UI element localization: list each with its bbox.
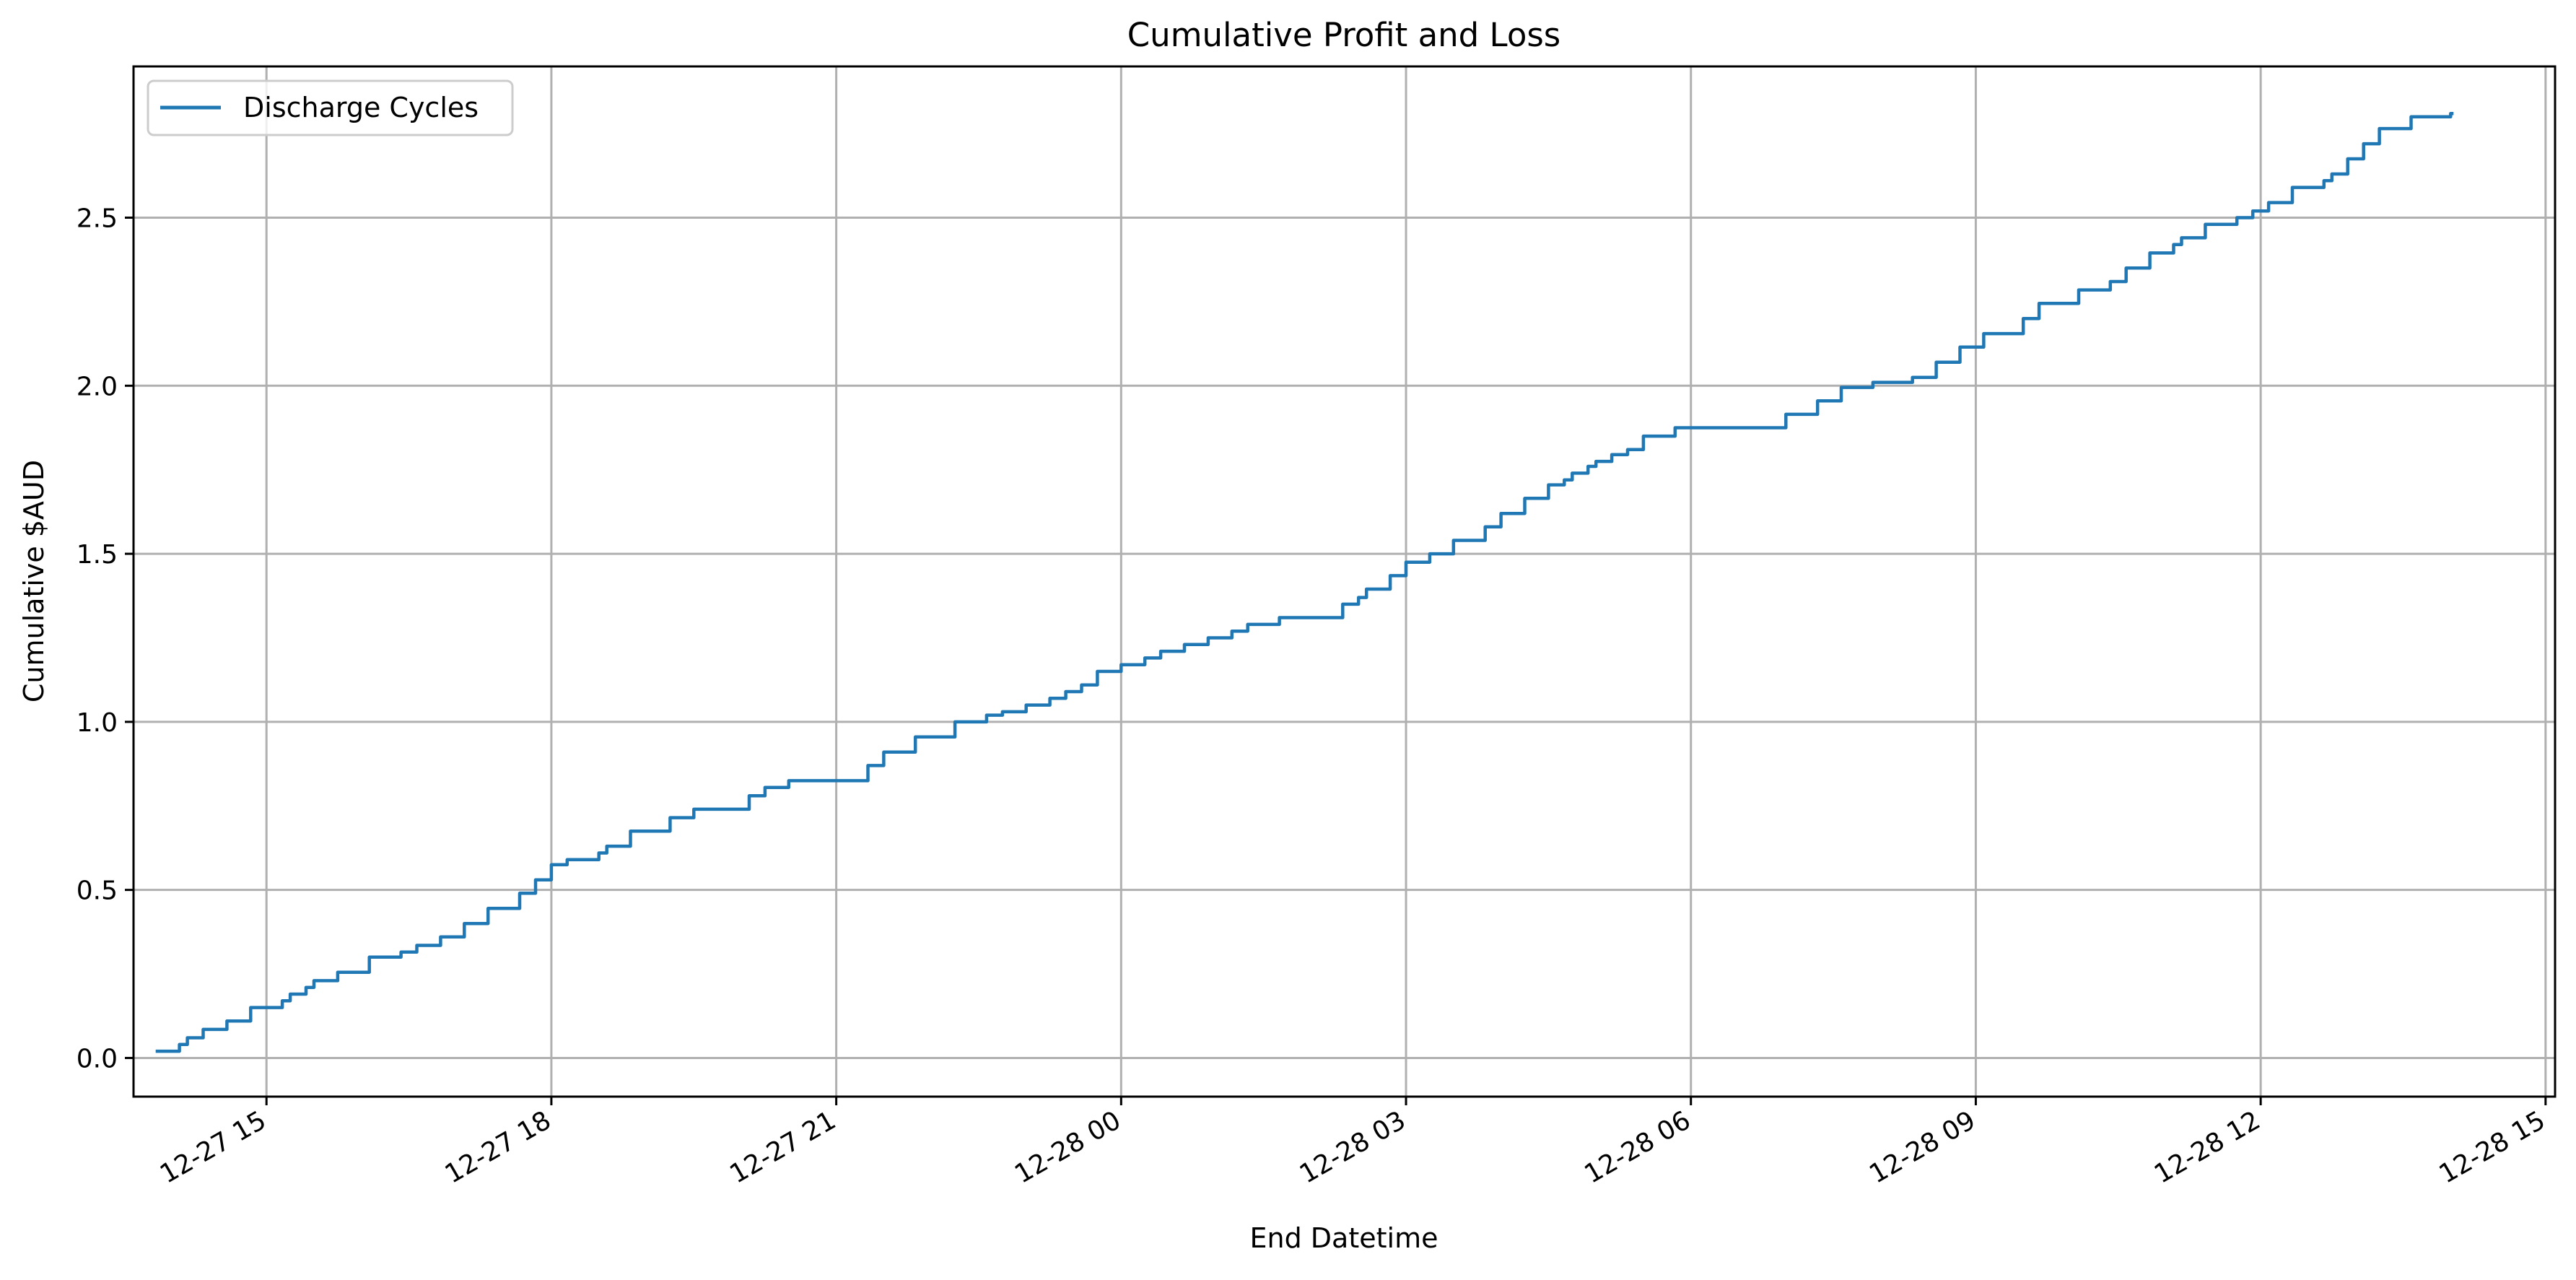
- x-axis-label: End Datetime: [1250, 1222, 1438, 1254]
- y-axis-ticks: 0.0 0.5 1.0 1.5 2.0 2.5: [77, 204, 134, 1074]
- legend-label-discharge-cycles: Discharge Cycles: [243, 92, 479, 123]
- plot-frame: [132, 65, 2557, 1098]
- chart-title: Cumulative Profit and Loss: [1127, 16, 1561, 54]
- y-tick-label: 2.5: [77, 204, 118, 234]
- y-tick-label: 0.0: [77, 1044, 118, 1074]
- series-line-discharge-cycles: [155, 111, 2454, 1053]
- legend-box: [147, 79, 514, 136]
- series-layer: [155, 111, 2454, 1053]
- y-tick-label: 1.0: [77, 708, 118, 738]
- legend: Discharge Cycles: [147, 79, 514, 136]
- y-axis-label: Cumulative $AUD: [18, 460, 50, 702]
- y-tick-label: 0.5: [77, 876, 118, 906]
- y-tick-label: 2.0: [77, 372, 118, 401]
- y-tick-label: 1.5: [77, 540, 118, 570]
